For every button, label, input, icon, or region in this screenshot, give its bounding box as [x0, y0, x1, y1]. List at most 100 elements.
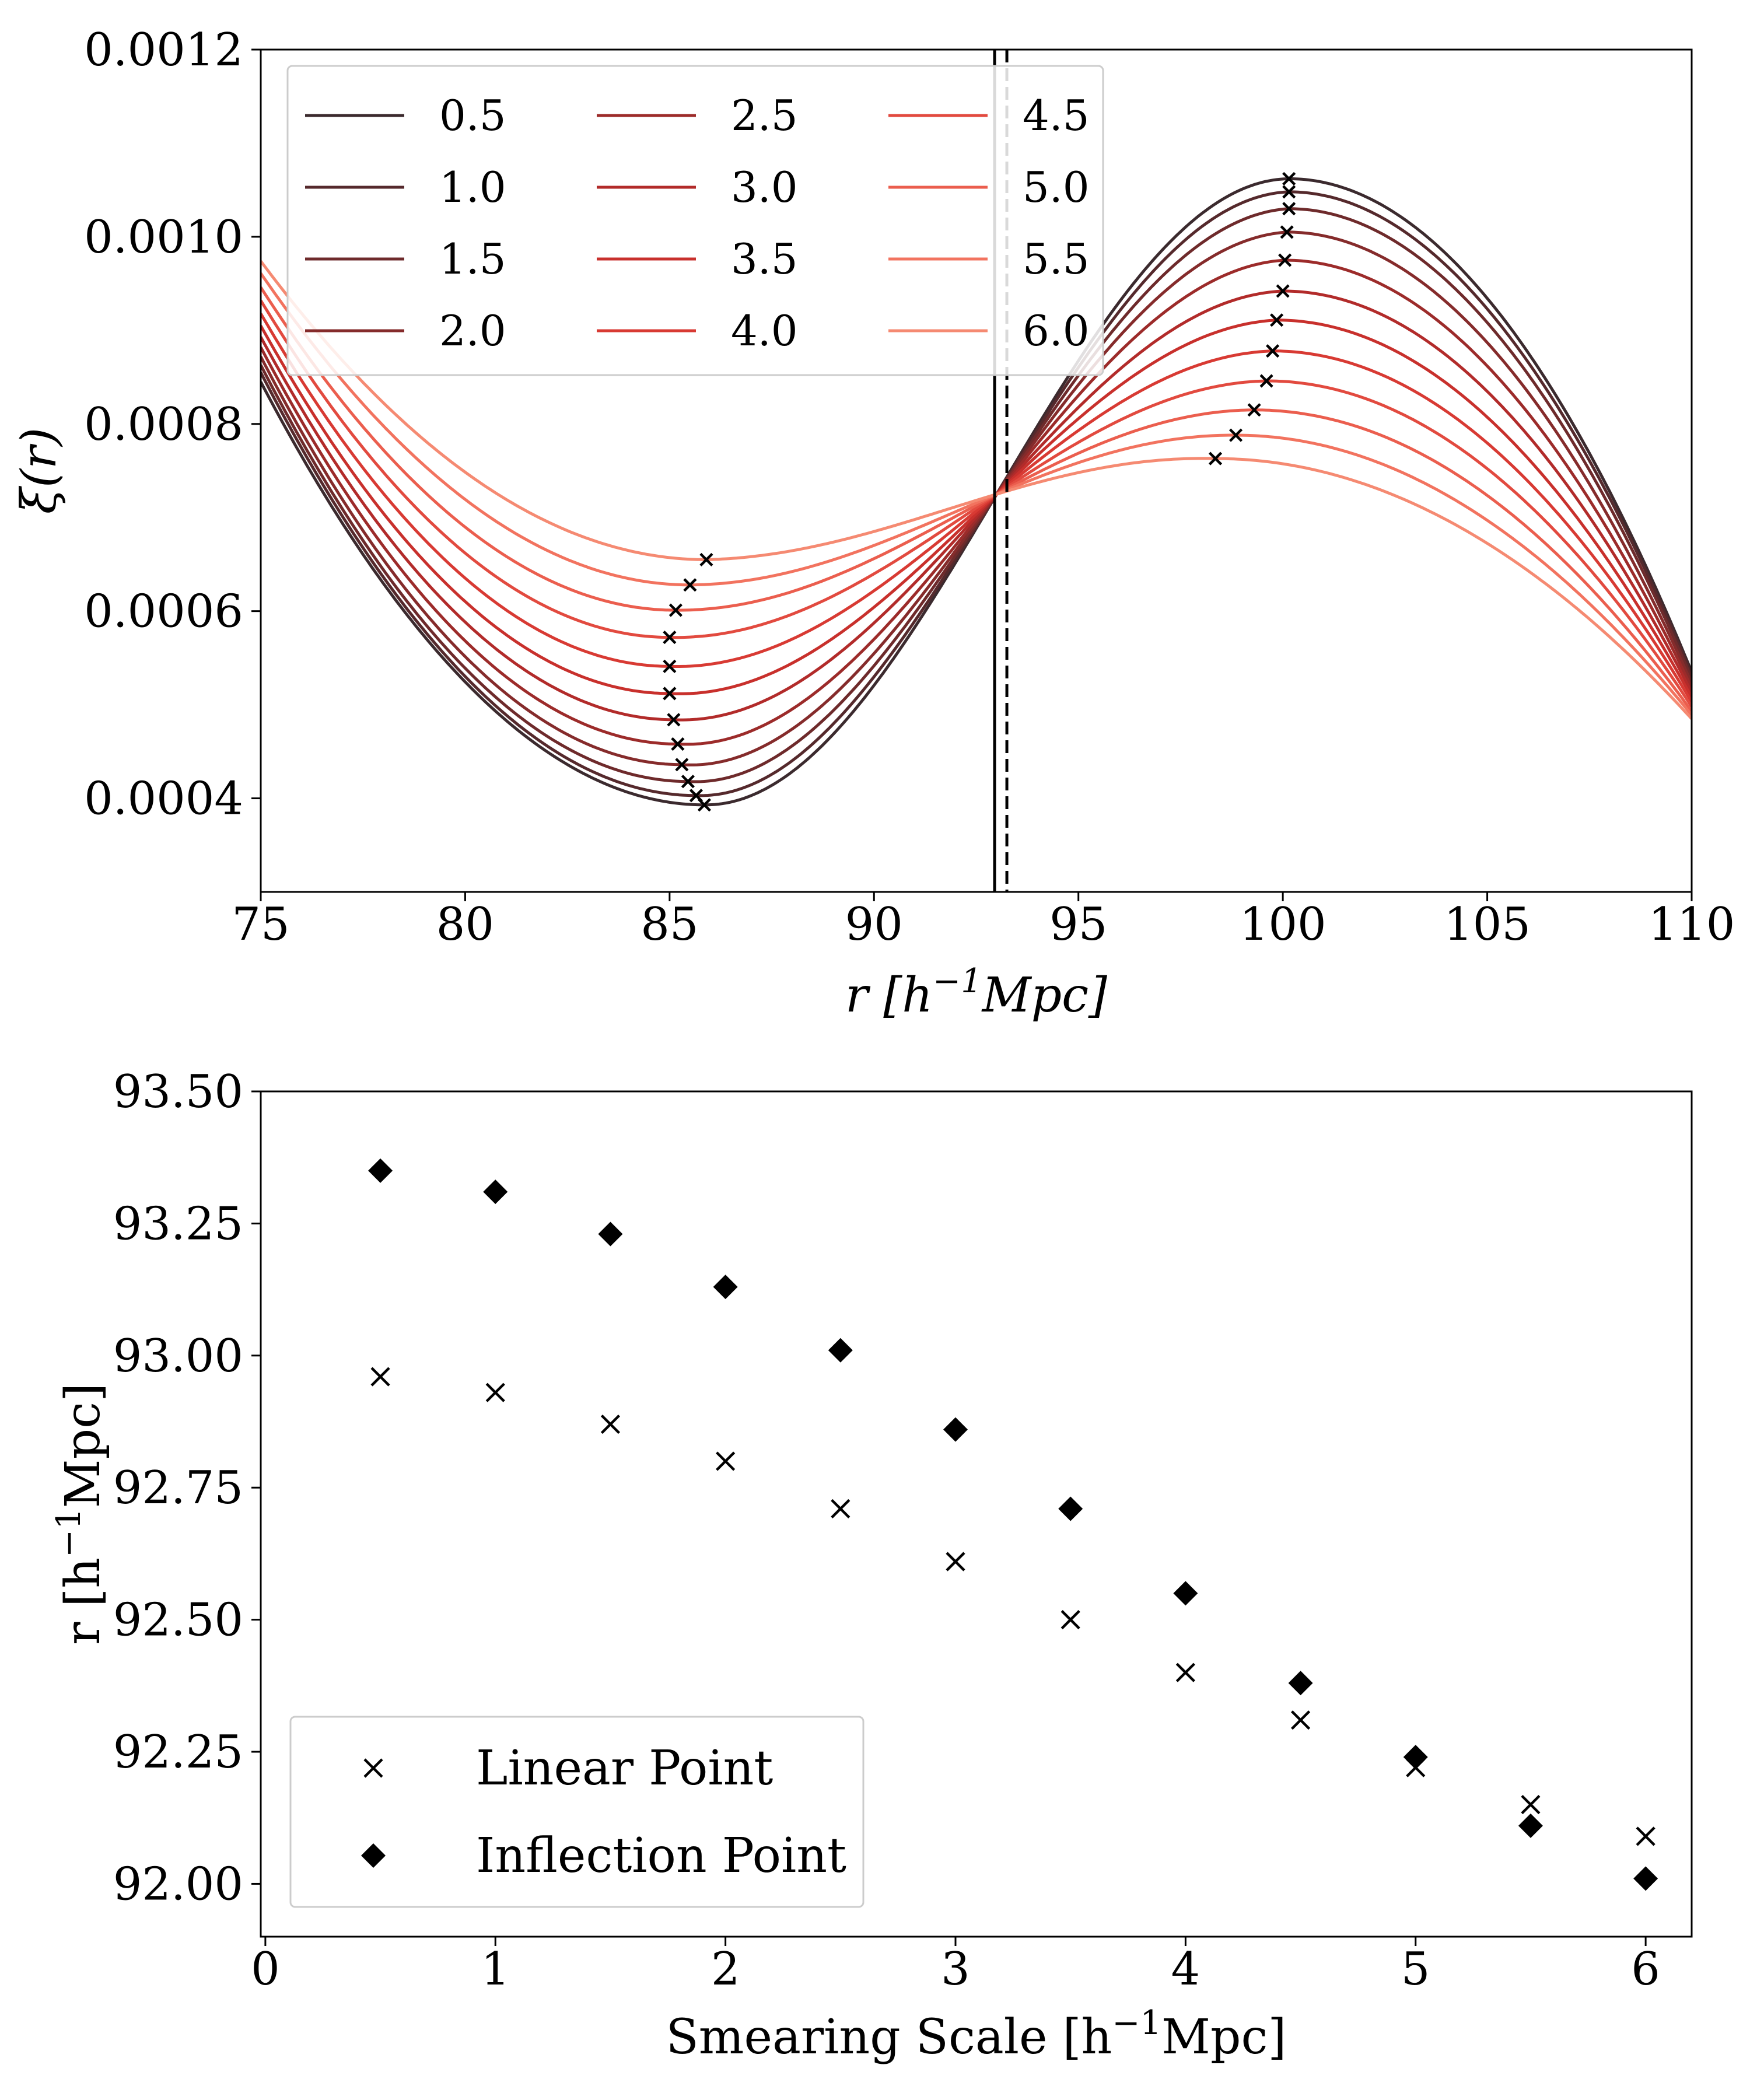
inflection-point-marker — [368, 1158, 393, 1183]
curve-smearing-2.0 — [261, 230, 1692, 766]
bottom-xtick-label: 5 — [1401, 1943, 1430, 1996]
extremum-marker-max-5.5 — [1228, 428, 1243, 442]
bottom-ytick-label: 92.25 — [113, 1726, 243, 1779]
inflection-point-marker — [828, 1338, 853, 1363]
extremum-marker-min-3.0 — [667, 713, 681, 727]
extremum-marker-max-1.5 — [1282, 202, 1296, 216]
top-xtick-label: 75 — [232, 898, 289, 951]
legend-label-diamond: Inflection Point — [476, 1828, 846, 1884]
bottom-y-axis-label: r [h−1Mpc] — [49, 1383, 111, 1645]
extremum-marker-max-2.5 — [1278, 253, 1292, 267]
linear-point-marker — [946, 1552, 965, 1572]
extremum-marker-max-2.0 — [1280, 225, 1294, 239]
extremum-marker-min-6.0 — [699, 552, 713, 567]
extremum-marker-min-1.0 — [689, 789, 704, 803]
top-axes-frame — [260, 48, 1693, 893]
inflection-point-marker — [943, 1417, 968, 1442]
extremum-marker-min-4.5 — [663, 630, 677, 645]
linear-point-marker — [1290, 1710, 1311, 1730]
curve-smearing-5.0 — [261, 286, 1692, 712]
bottom-ytick-label: 93.50 — [113, 1066, 243, 1118]
bottom-points — [368, 1158, 1658, 1891]
top-xtick-label: 105 — [1444, 898, 1531, 951]
extremum-marker-max-4.0 — [1266, 344, 1280, 358]
bottom-xtick-label: 4 — [1171, 1943, 1200, 1996]
extremum-marker-min-3.5 — [663, 687, 677, 701]
top-ytick-label: 0.0012 — [84, 24, 243, 76]
top-ytick-label: 0.0004 — [84, 773, 243, 825]
legend-label-1.0: 1.0 — [439, 163, 506, 212]
extremum-marker-min-2.0 — [675, 758, 689, 772]
legend-label-2.0: 2.0 — [439, 306, 506, 355]
extremum-marker-max-3.5 — [1270, 313, 1284, 327]
curve-smearing-6.0 — [261, 260, 1692, 720]
bottom-axes-frame — [260, 1090, 1693, 1938]
inflection-point-marker — [1058, 1496, 1083, 1521]
extremum-marker-min-1.5 — [681, 775, 695, 789]
legend-label-0.5: 0.5 — [439, 91, 506, 140]
inflection-point-marker — [483, 1180, 508, 1205]
extremum-marker-max-1.0 — [1282, 185, 1296, 199]
curve-smearing-2.5 — [261, 258, 1692, 746]
inflection-point-marker — [1518, 1813, 1543, 1838]
inflection-point-marker — [1288, 1671, 1313, 1696]
extremum-marker-min-2.5 — [671, 737, 685, 751]
curve-smearing-4.5 — [261, 299, 1692, 708]
legend-label-3.5: 3.5 — [731, 235, 798, 284]
legend-label-3.0: 3.0 — [731, 163, 798, 212]
top-xtick-label: 100 — [1240, 898, 1326, 951]
legend-label-6.0: 6.0 — [1023, 306, 1090, 355]
extremum-marker-min-5.5 — [683, 578, 697, 592]
curve-smearing-4.0 — [261, 313, 1692, 703]
legend-marker-inflection-point — [361, 1843, 386, 1868]
top-legend: 0.5 1.0 1.5 2.0 2.5 3.0 3.5 4.0 4.5 5.0 5.5 6.0 — [286, 65, 1104, 376]
linear-point-marker — [1636, 1826, 1656, 1846]
linear-point-marker — [831, 1499, 850, 1519]
linear-point-marker — [1060, 1610, 1080, 1630]
bottom-xtick-label: 6 — [1631, 1943, 1660, 1996]
bottom-xtick-label: 3 — [941, 1943, 970, 1996]
linear-point-marker — [1175, 1662, 1195, 1682]
inflection-point-marker — [1403, 1745, 1428, 1770]
top-panel-correlation-function: 75 80 85 90 95 100 105 110 0.0004 0.0006 0.0008 0.0… — [12, 24, 1735, 1023]
linear-point-marker — [1521, 1794, 1541, 1815]
extremum-marker-max-4.5 — [1259, 374, 1273, 388]
top-ytick-label: 0.0010 — [84, 211, 243, 264]
extremum-marker-max-3.0 — [1276, 284, 1290, 298]
legend-label-5.0: 5.0 — [1023, 163, 1090, 212]
top-xtick-label: 95 — [1049, 898, 1107, 951]
linear-point-marker — [485, 1382, 505, 1402]
legend-label-1.5: 1.5 — [439, 235, 506, 284]
curve-smearing-3.0 — [261, 289, 1692, 722]
bottom-xtick-label: 0 — [251, 1943, 280, 1996]
extremum-marker-min-4.0 — [663, 659, 677, 673]
extremum-marker-min-5.0 — [668, 603, 682, 617]
legend-label-5.5: 5.5 — [1023, 235, 1090, 284]
top-ytick-label: 0.0006 — [84, 586, 243, 638]
bottom-panel-linear-vs-inflection: 0 1 2 3 4 5 6 92.00 92.25 92.50 92.75 93.00 93.25 93.… — [49, 1066, 1693, 2065]
bottom-ytick-label: 93.25 — [113, 1198, 243, 1250]
bottom-xtick-label: 1 — [481, 1943, 510, 1996]
top-xtick-label: 85 — [640, 898, 698, 951]
inflection-point-marker — [1173, 1581, 1198, 1606]
top-x-axis-label: r [h−1Mpc] — [845, 961, 1108, 1024]
linear-point-marker — [716, 1451, 736, 1471]
top-y-axis-label: ξ(r) — [12, 428, 67, 514]
bottom-ytick-label: 92.00 — [113, 1858, 243, 1910]
extremum-marker-max-5.0 — [1247, 403, 1261, 417]
bottom-ytick-label: 92.50 — [113, 1594, 243, 1647]
top-xtick-label: 90 — [845, 898, 903, 951]
bottom-ytick-label: 92.75 — [113, 1462, 243, 1514]
inflection-point-marker — [598, 1222, 623, 1247]
inflection-point-marker — [1633, 1866, 1658, 1891]
legend-label-4.5: 4.5 — [1023, 91, 1090, 140]
legend-marker-linear-point — [363, 1758, 383, 1778]
extremum-marker-max-0.5 — [1282, 172, 1296, 186]
top-xtick-label: 110 — [1648, 898, 1735, 951]
inflection-point-marker — [713, 1275, 738, 1300]
extremum-marker-max-6.0 — [1208, 452, 1223, 466]
top-legend-box — [286, 65, 1104, 376]
bottom-legend-box — [289, 1716, 864, 1908]
curve-smearing-3.5 — [261, 318, 1692, 698]
legend-label-4.0: 4.0 — [731, 306, 798, 355]
